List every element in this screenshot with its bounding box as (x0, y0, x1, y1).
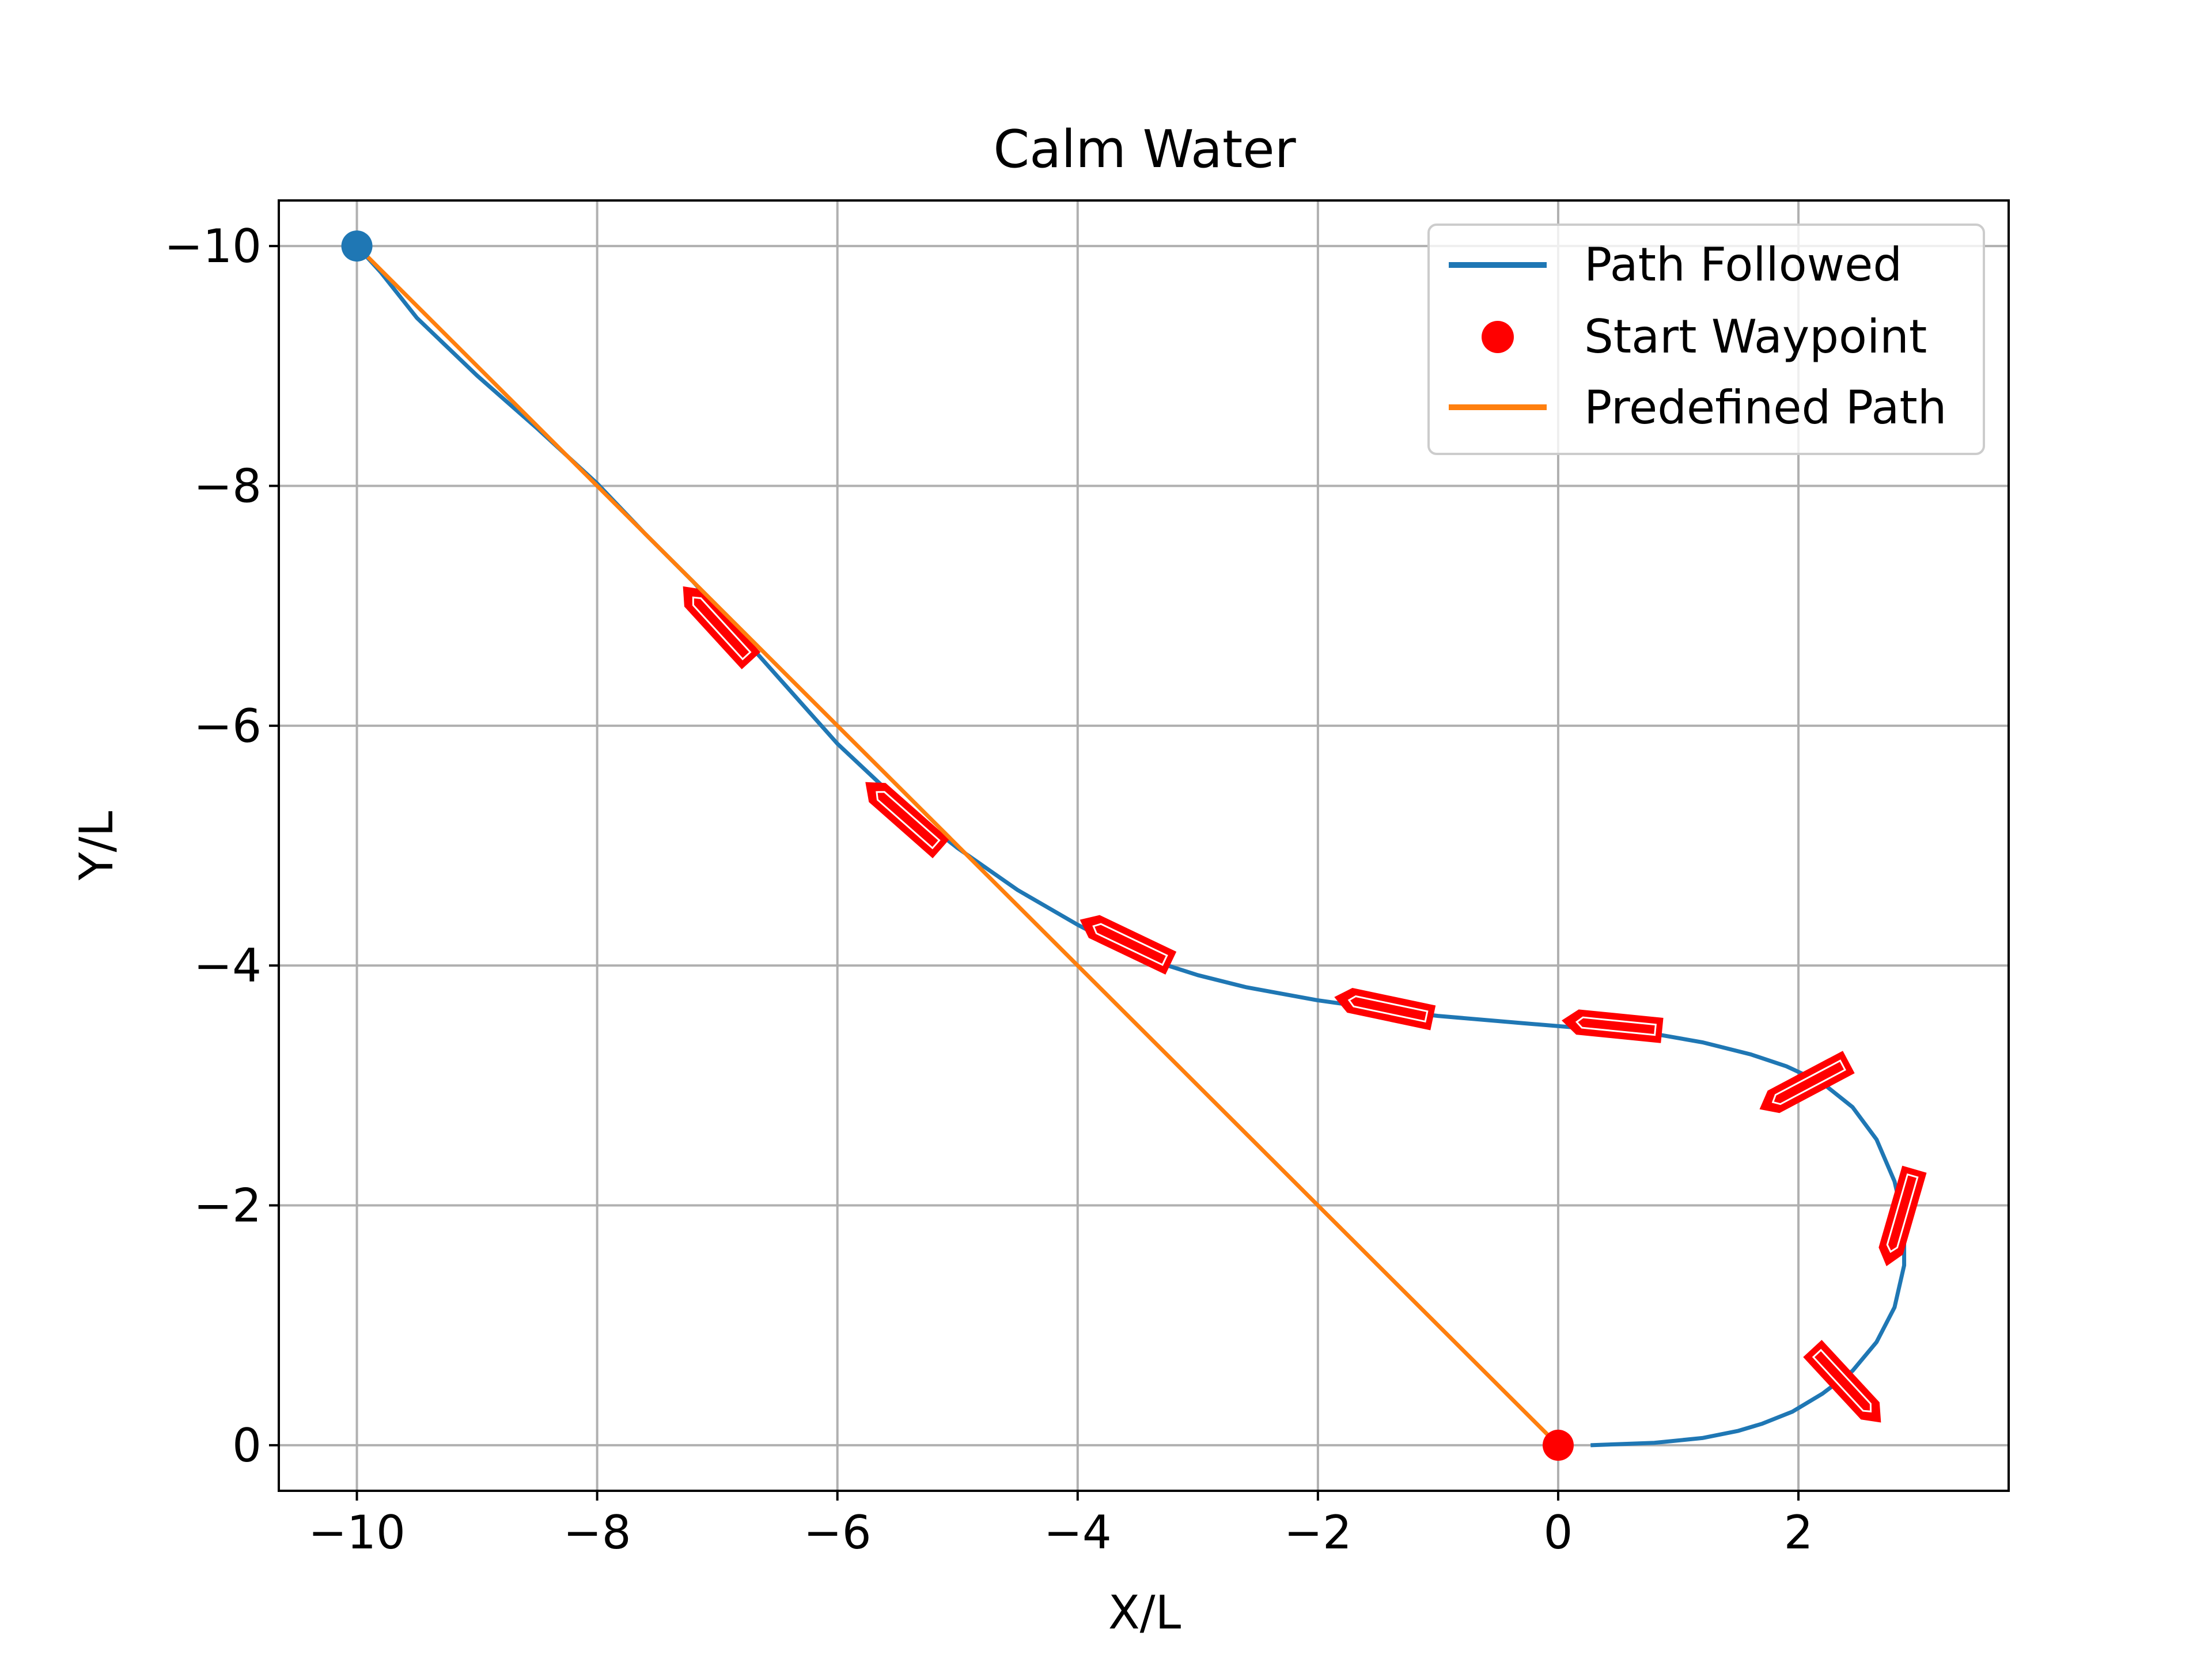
series-line-predefined-path (355, 244, 1560, 1447)
y-tick-label: −10 (164, 219, 262, 273)
legend-label-predefined-path: Predefined Path (1584, 381, 1946, 434)
legend: Path Followed Start Waypoint Predefined … (1427, 224, 1985, 455)
y-tick-label: −4 (194, 939, 262, 993)
vessel-hull (865, 782, 950, 858)
vessel-hull-outline (1886, 1173, 1919, 1253)
vessel-marker (1759, 1051, 1855, 1113)
legend-swatch-start-waypoint (1482, 321, 1514, 353)
vessel-marker (1080, 915, 1177, 975)
x-tick-label: −8 (563, 1506, 631, 1559)
y-tick-label: −2 (194, 1179, 262, 1233)
vessel-hull-outline (1812, 1349, 1872, 1412)
legend-label-path-followed: Path Followed (1584, 238, 1902, 291)
x-tick-label: 2 (1784, 1506, 1813, 1559)
y-tick-label: −8 (194, 459, 262, 513)
x-tick-label: −10 (308, 1506, 406, 1559)
vessel-hull (1803, 1340, 1881, 1423)
axes-frame (278, 199, 2010, 1492)
x-axis-label: X/L (1108, 1586, 1181, 1639)
vessel-marker (865, 782, 950, 858)
x-tick-label: 0 (1544, 1506, 1573, 1559)
legend-label-start-waypoint: Start Waypoint (1584, 310, 1927, 363)
grid (279, 200, 2009, 1491)
marker-start-waypoint (1542, 1429, 1574, 1461)
vessel-marker (1878, 1165, 1927, 1267)
marker-end-waypoint (341, 230, 373, 262)
x-tick-label: −6 (804, 1506, 872, 1559)
y-tick-label: 0 (232, 1419, 262, 1472)
vessel-hull-outline (1092, 923, 1168, 966)
y-axis-label: Y/L (70, 810, 123, 881)
vessel-hull-outline (1347, 995, 1429, 1023)
vessel-hull (683, 586, 761, 669)
vessel-hull (1759, 1051, 1855, 1113)
vessel-marker (1562, 1009, 1664, 1043)
vessel-hull-outline (876, 791, 941, 850)
legend-box (1427, 224, 1985, 455)
chart-title: Calm Water (993, 119, 1296, 180)
plot-area (341, 230, 1927, 1461)
vessel-marker (1803, 1340, 1881, 1423)
vessel-marker (683, 586, 761, 669)
ticks: −10 −8 −6 −4 −2 0 2 −10 −8 −6 −4 −2 0 (164, 219, 1813, 1559)
vessel-marker (1334, 987, 1436, 1031)
vessel-hull-outline (1771, 1059, 1847, 1105)
vessel-hull-outline (1575, 1016, 1657, 1036)
x-tick-label: −4 (1044, 1506, 1112, 1559)
y-tick-label: −6 (194, 699, 262, 753)
vessel-hull-outline (692, 596, 752, 661)
x-tick-label: −2 (1284, 1506, 1352, 1559)
